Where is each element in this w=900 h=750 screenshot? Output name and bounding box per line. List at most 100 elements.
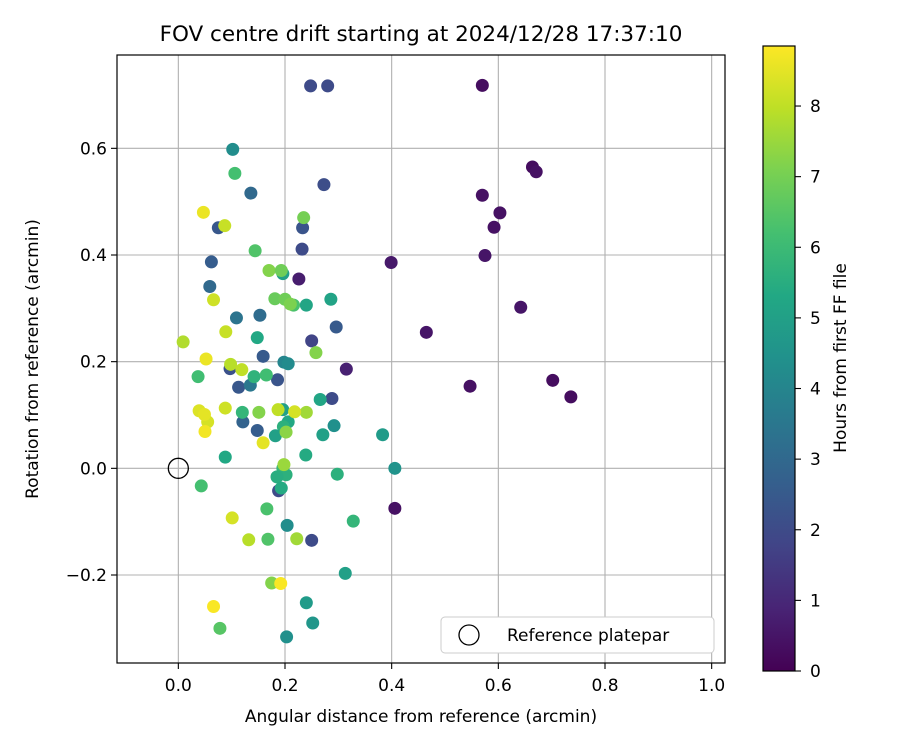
plot-frame	[116, 54, 726, 664]
colorbar	[762, 45, 796, 672]
legend: Reference platepar	[440, 616, 715, 654]
scatter-point	[204, 255, 218, 269]
x-tick-label: 1.0	[698, 676, 725, 696]
y-tick-label: 0.6	[80, 139, 107, 159]
scatter-point	[305, 334, 319, 348]
scatter-point	[219, 325, 233, 339]
scatter-point	[346, 514, 360, 528]
scatter-point	[229, 311, 243, 325]
scatter-point	[268, 292, 282, 306]
scatter-point	[256, 349, 270, 363]
scatter-point	[384, 255, 398, 269]
scatter-point	[226, 142, 240, 156]
scatter-point	[268, 429, 282, 443]
legend-label: Reference platepar	[507, 626, 669, 646]
scatter-point	[196, 205, 210, 219]
x-axis-label: Angular distance from reference (arcmin)	[245, 707, 597, 727]
plot-area	[117, 55, 725, 663]
colorbar-tick-label: 2	[810, 521, 821, 541]
scatter-point	[529, 165, 543, 179]
scatter-point	[295, 242, 309, 256]
y-tick-label: 0.0	[80, 459, 107, 479]
scatter-point	[207, 599, 221, 613]
scatter-point	[198, 425, 212, 439]
scatter-point	[218, 401, 232, 415]
scatter-point	[514, 300, 528, 314]
scatter-point	[388, 501, 402, 515]
colorbar-tick-label: 1	[810, 591, 821, 611]
scatter-point	[250, 423, 264, 437]
scatter-point	[475, 78, 489, 92]
scatter-point	[317, 178, 331, 192]
y-axis-label: Rotation from reference (arcmin)	[23, 219, 43, 499]
scatter-point	[176, 335, 190, 349]
scatter-point	[306, 616, 320, 630]
scatter-point	[321, 79, 335, 93]
scatter-point	[329, 320, 343, 334]
scatter-point	[487, 220, 501, 234]
scatter-point	[297, 211, 311, 225]
scatter-point	[280, 630, 294, 644]
scatter-point	[288, 405, 302, 419]
scatter-point	[327, 419, 341, 433]
scatter-point	[256, 436, 270, 450]
scatter-point	[225, 511, 239, 525]
scatter-point	[232, 380, 246, 394]
scatter-point	[203, 279, 217, 293]
scatter-point	[299, 596, 313, 610]
scatter-point	[376, 428, 390, 442]
scatter-point	[274, 263, 288, 277]
scatter-point	[199, 352, 213, 366]
colorbar-tick-label: 8	[810, 97, 821, 117]
colorbar-label: Hours from first FF file	[831, 263, 851, 453]
scatter-point	[252, 405, 266, 419]
scatter-point	[194, 479, 208, 493]
scatter-point	[313, 393, 327, 407]
scatter-point	[261, 532, 275, 546]
scatter-point	[197, 407, 211, 421]
x-tick-label: 0.0	[165, 676, 192, 696]
colorbar-tick-label: 3	[810, 450, 821, 470]
scatter-point	[309, 346, 323, 360]
scatter-point	[305, 533, 319, 547]
colorbar-tick-label: 6	[810, 238, 821, 258]
scatter-point	[218, 219, 232, 233]
scatter-point	[339, 362, 353, 376]
scatter-point	[330, 467, 344, 481]
scatter-point	[248, 244, 262, 258]
scatter-point	[218, 450, 232, 464]
x-tick-label: 0.2	[271, 676, 298, 696]
scatter-point	[242, 533, 256, 547]
scatter-point	[299, 298, 313, 312]
scatter-point	[280, 518, 294, 532]
reference-platepar-point	[167, 457, 189, 479]
y-tick-label: 0.2	[80, 353, 107, 373]
scatter-point	[299, 405, 313, 419]
scatter-point	[260, 502, 274, 516]
scatter-point	[316, 428, 330, 442]
scatter-point	[270, 470, 284, 484]
scatter-point	[304, 79, 318, 93]
scatter-point	[271, 403, 285, 417]
scatter-point	[419, 325, 433, 339]
scatter-point	[475, 188, 489, 202]
scatter-point	[283, 297, 297, 311]
scatter-point	[191, 370, 205, 384]
scatter-points	[176, 78, 578, 644]
chart-title: FOV centre drift starting at 2024/12/28 …	[160, 22, 683, 47]
colorbar-tick-label: 5	[810, 309, 821, 329]
scatter-point	[274, 481, 288, 495]
x-axis-ticks: 0.0 0.2 0.4 0.6 0.8 1.0	[165, 663, 725, 696]
scatter-point	[299, 448, 313, 462]
scatter-point	[259, 368, 273, 382]
scatter-point	[338, 566, 352, 580]
legend-marker	[458, 624, 480, 646]
scatter-point	[274, 577, 288, 591]
colorbar-tick-label: 0	[810, 662, 821, 682]
legend-box	[440, 616, 715, 654]
scatter-point	[296, 221, 310, 235]
scatter-point	[463, 379, 477, 393]
scatter-point	[213, 621, 227, 635]
colorbar-ticks: 0 1 2 3 4 5 6 7 8	[795, 97, 821, 682]
